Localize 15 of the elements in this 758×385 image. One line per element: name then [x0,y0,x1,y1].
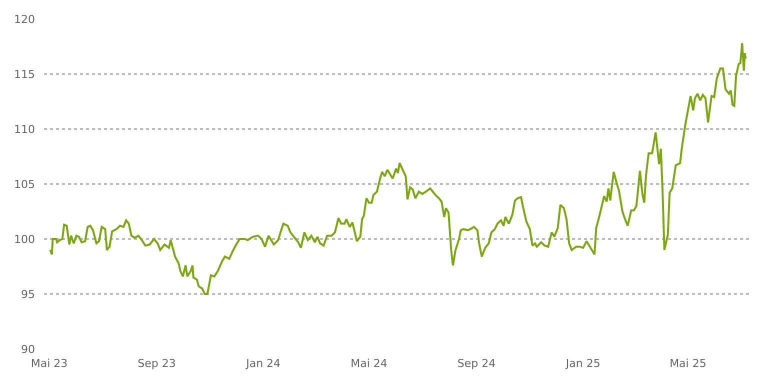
line-series [49,42,747,295]
x-tick-label: Sep 23 [138,357,176,370]
y-tick-label: 120 [14,12,35,26]
y-tick-label: 105 [14,178,35,191]
x-tick-label: Sep 24 [457,357,496,370]
x-tick-label: Mai 24 [350,357,388,370]
x-tick-label: Jan 25 [564,357,600,370]
y-tick-label: 115 [14,68,35,81]
y-tick-label: 100 [14,232,35,246]
x-tick-label: Mai 25 [670,357,706,370]
y-tick-label: 90 [21,342,35,356]
x-tick-label: Mai 23 [30,357,68,370]
y-tick-label: 110 [14,122,35,136]
y-tick-label: 95 [21,288,35,301]
x-tick-label: Jan 24 [245,357,281,370]
